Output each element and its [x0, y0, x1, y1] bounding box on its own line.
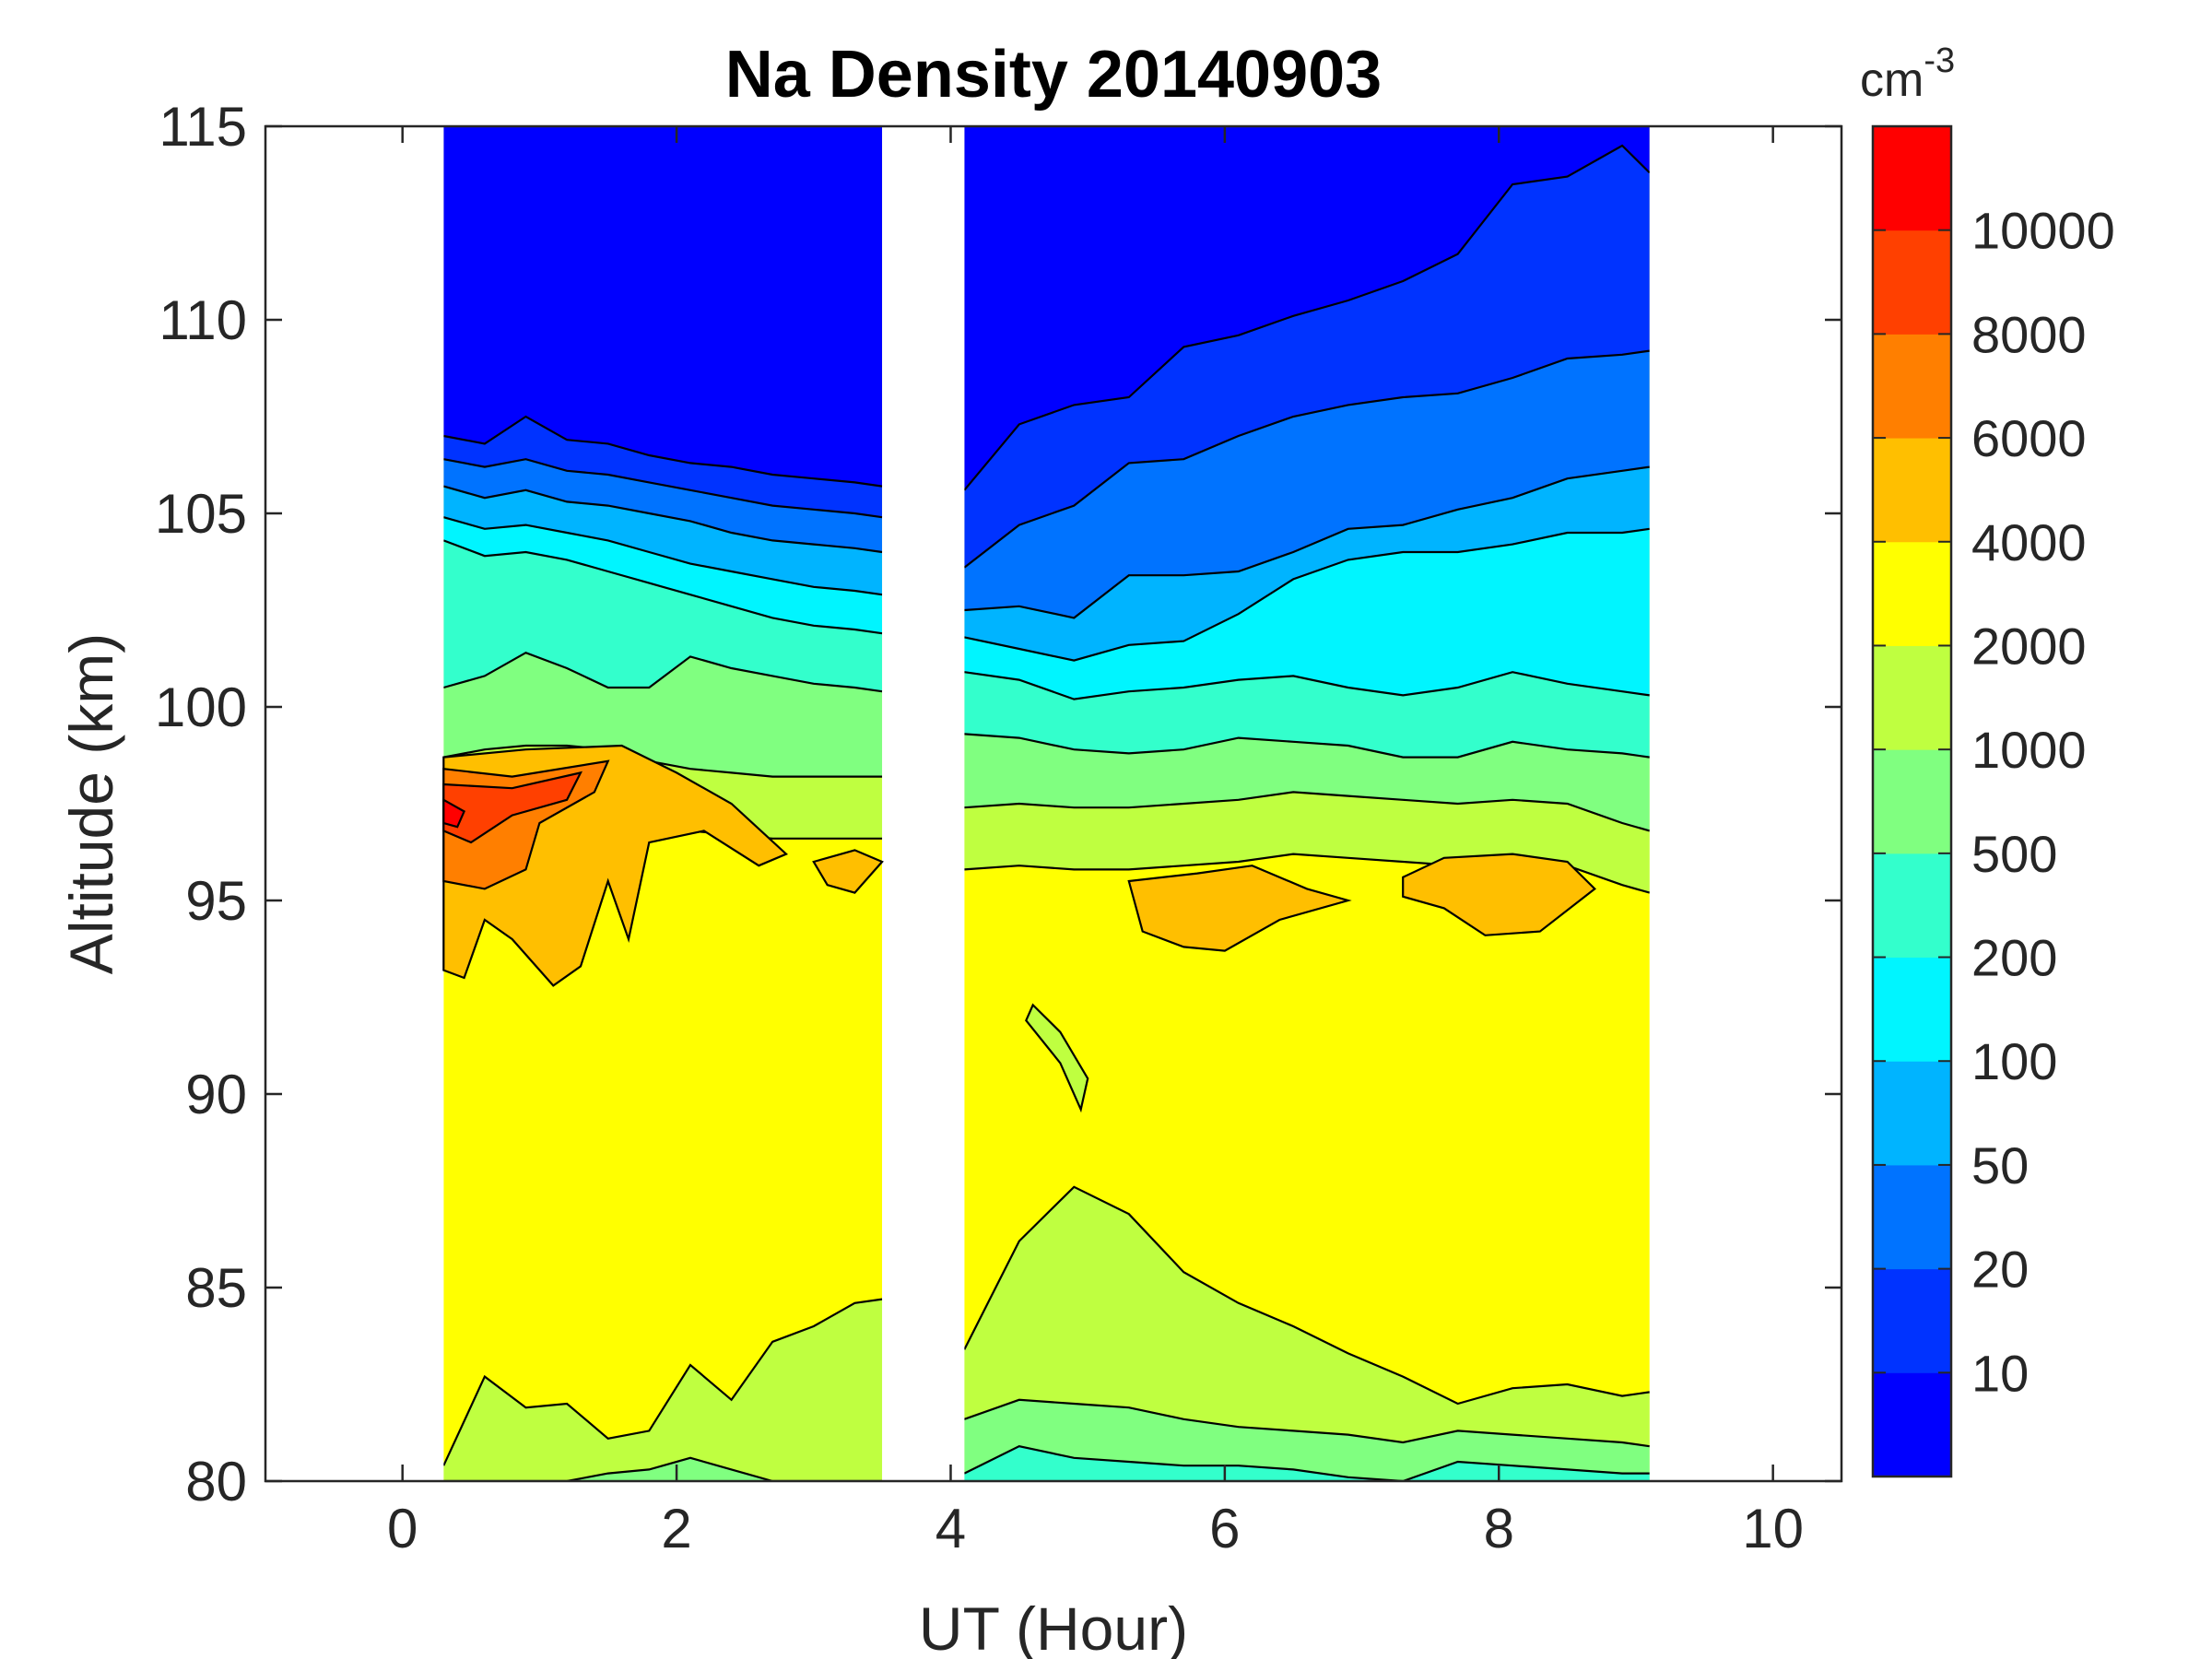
segment2-contour-3 — [964, 527, 1650, 662]
x-tick-label-4: 4 — [935, 1498, 966, 1559]
segment1-fill-level-5 — [443, 540, 883, 692]
colorbar: 10 20 50 100 200 500 1000 2000 4000 6000 8000 10000 — [1871, 124, 2115, 1478]
segment1-bottom-green_top_km — [443, 1299, 883, 1481]
colorbar-label-200: 200 — [1971, 929, 2057, 987]
colorbar-label-8000: 8000 — [1971, 305, 2087, 363]
chart-title: Na Density 20140903 — [725, 38, 1382, 112]
y-tick-label-115: 115 — [159, 96, 247, 158]
colorbar-frame — [1871, 124, 1953, 1478]
y-tick-label-105: 105 — [155, 483, 247, 545]
segment2-contour-1 — [963, 349, 1650, 569]
segment1-contour-3 — [443, 516, 883, 596]
segment1-contour-4 — [442, 539, 883, 635]
segment2-fill-level-3 — [964, 466, 1650, 661]
segment1-bottom-mid_green_top_km — [443, 1457, 883, 1481]
x-axis-label: UT (Hour) — [919, 1594, 1188, 1659]
colorbar-band-10 — [1873, 334, 1951, 439]
colorbar-band-3 — [1873, 1061, 1951, 1166]
segment1-contour-5 — [443, 651, 883, 693]
colorbar-unit: cm-3 — [1860, 41, 1955, 107]
y-axis-label: Altitude (km) — [57, 633, 125, 974]
segment2-bottom-green_top_km — [964, 1399, 1650, 1481]
segment1-fill-level-3 — [443, 486, 883, 595]
x-tick-label-8: 8 — [1484, 1498, 1514, 1559]
segment2-contour-2 — [964, 465, 1650, 619]
segment1-fill-level-4 — [443, 517, 883, 634]
segment1-bottom-contour-mid_green_top_km — [443, 1456, 883, 1481]
colorbar-band-7 — [1873, 645, 1951, 750]
colorbar-label-10: 10 — [1971, 1344, 2029, 1402]
colorbar-band-9 — [1873, 438, 1951, 543]
x-tick-label-10: 10 — [1742, 1498, 1804, 1559]
y-tick-label-95: 95 — [185, 870, 247, 932]
segment2-contour-0 — [963, 144, 1651, 491]
segment2-fill-level-7 — [964, 792, 1650, 893]
segment2-contour-6 — [964, 791, 1651, 832]
segment1-fill-level-2 — [443, 459, 883, 552]
y-tick-label-110: 110 — [159, 289, 247, 351]
x-tick-label-2: 2 — [661, 1498, 691, 1559]
contour-blobs — [265, 126, 1841, 1481]
colorbar-unit-exponent: -3 — [1924, 41, 1955, 80]
segment1-bottom-contour-green_top_km — [442, 1298, 883, 1466]
segment1-blob-small — [812, 849, 884, 894]
segment2-contour-5 — [964, 733, 1650, 759]
colorbar-band-4 — [1873, 957, 1951, 1062]
segment1-fill-level-0 — [443, 126, 883, 487]
colorbar-label-2000: 2000 — [1971, 617, 2087, 675]
colorbar-band-11 — [1873, 229, 1951, 335]
data-gap-mask-1 — [882, 126, 965, 1481]
segment2-bottom-contour-lime_top_km — [963, 1185, 1650, 1406]
x-tick-label-6: 6 — [1209, 1498, 1240, 1559]
segment1-contour-0 — [443, 415, 883, 488]
colorbar-band-1 — [1873, 1268, 1951, 1373]
data-gap-mask-2 — [1649, 126, 1841, 1481]
colorbar-label-20: 20 — [1971, 1241, 2029, 1299]
axis-ticks: 0 2 4 6 8 10 80 85 90 95 100 105 110 115 — [155, 96, 1841, 1559]
colorbar-label-500: 500 — [1971, 825, 2057, 883]
data-gap-mask-0 — [265, 126, 444, 1481]
segment2-fill-level-0 — [964, 126, 1650, 490]
y-tick-label-80: 80 — [185, 1451, 247, 1512]
colorbar-band-12 — [1873, 126, 1951, 231]
segment1-fill-level-1 — [443, 417, 883, 518]
segment2-blob-6h — [1127, 865, 1352, 952]
segment1-contour-6 — [443, 744, 883, 778]
segment2-fill-level-5 — [964, 672, 1650, 758]
segment2-fill-level-2 — [964, 350, 1650, 618]
segment2-bottom-teal_top_km — [964, 1446, 1650, 1481]
colorbar-label-1000: 1000 — [1971, 721, 2087, 779]
segment1-blob-8000 — [442, 771, 583, 844]
segment2-blob-lime — [1025, 1003, 1089, 1113]
colorbar-band-8 — [1873, 541, 1951, 646]
colorbar-band-2 — [1873, 1164, 1951, 1270]
segment2-blob-8h — [1402, 853, 1596, 936]
colorbar-unit-base: cm — [1860, 53, 1924, 107]
segment2-bottom-contour-teal_top_km — [963, 1445, 1650, 1481]
colorbar-label-50: 50 — [1971, 1136, 2029, 1194]
y-tick-label-100: 100 — [155, 677, 247, 738]
segment2-fill-level-4 — [964, 528, 1650, 700]
segment1-blob-10000 — [442, 797, 466, 829]
axes-box — [264, 124, 1843, 1483]
segment2-contour-4 — [964, 671, 1650, 700]
colorbar-label-100: 100 — [1971, 1032, 2057, 1090]
x-tick-label-0: 0 — [387, 1498, 418, 1559]
colorbar-band-0 — [1873, 1372, 1951, 1477]
segment1-contour-2 — [443, 485, 883, 554]
y-tick-label-85: 85 — [185, 1257, 247, 1319]
colorbar-label-4000: 4000 — [1971, 513, 2087, 571]
segment2-bottom-contour-green_top_km — [963, 1398, 1650, 1448]
contour-fills — [443, 126, 1650, 1481]
colorbar-label-10000: 10000 — [1971, 202, 2115, 260]
colorbar-label-6000: 6000 — [1971, 409, 2087, 467]
segment1-contour-1 — [443, 458, 883, 519]
y-tick-label-90: 90 — [185, 1064, 247, 1125]
colorbar-band-6 — [1873, 749, 1951, 854]
colorbar-band-5 — [1873, 853, 1951, 959]
